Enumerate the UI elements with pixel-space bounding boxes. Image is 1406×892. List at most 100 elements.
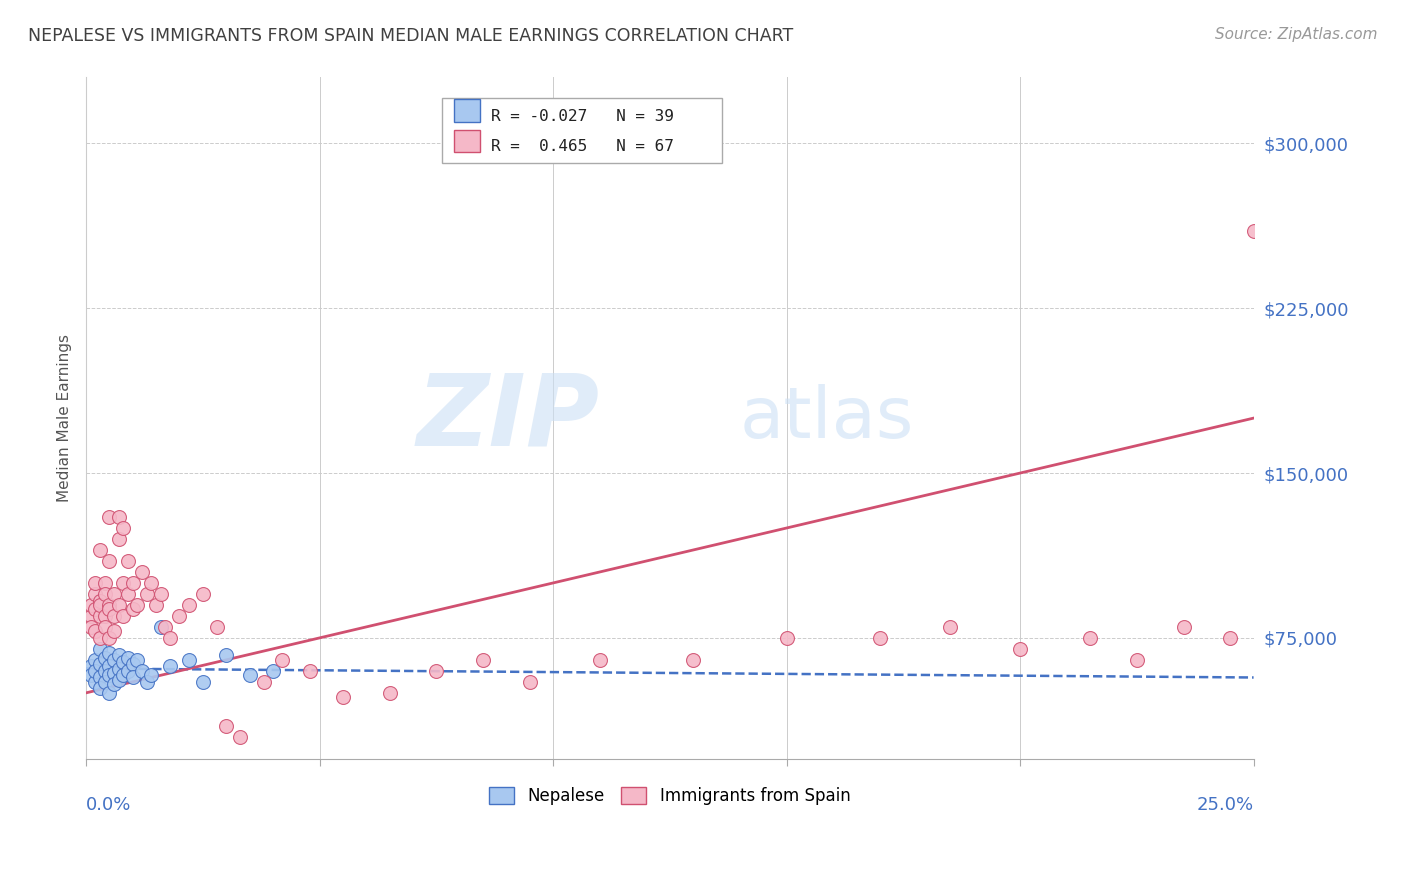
Point [519,674,541,689]
Point [177,653,200,667]
Point [127,653,149,667]
Point [98,686,121,700]
Point [869,631,891,645]
Point [89,657,111,672]
Point [103,624,125,639]
Point [103,653,125,667]
Point [89,641,111,656]
Point [141,668,163,682]
Point [98,602,121,616]
Text: R = -0.027   N = 39: R = -0.027 N = 39 [491,109,673,124]
Point [107,648,129,663]
Point [159,631,181,645]
Point [121,602,143,616]
Point [107,673,129,687]
Point [682,653,704,667]
Point [117,554,139,568]
Point [332,690,354,705]
Point [299,664,322,678]
Point [177,598,200,612]
Point [98,554,121,568]
Point [84,576,107,591]
Text: Source: ZipAtlas.com: Source: ZipAtlas.com [1215,27,1378,42]
Point [939,620,962,634]
Legend: Nepalese, Immigrants from Spain: Nepalese, Immigrants from Spain [482,780,858,812]
Point [472,653,495,667]
Point [112,608,135,623]
Point [135,674,157,689]
Y-axis label: Median Male Earnings: Median Male Earnings [58,334,72,502]
Point [215,719,238,733]
Point [89,631,111,645]
Point [103,677,125,691]
Point [103,608,125,623]
Point [98,598,121,612]
Point [135,587,157,601]
FancyBboxPatch shape [454,130,479,153]
Point [127,598,149,612]
Text: ZIP: ZIP [416,369,600,467]
Point [80,668,103,682]
Point [215,648,238,663]
Point [262,664,284,678]
Point [191,587,214,601]
Point [94,608,117,623]
Point [112,655,135,669]
FancyBboxPatch shape [454,99,479,121]
Point [117,587,139,601]
Point [149,620,172,634]
Point [229,730,252,744]
Point [149,587,172,601]
Point [159,659,181,673]
Point [1078,631,1101,645]
Point [425,664,447,678]
Text: R =  0.465   N = 67: R = 0.465 N = 67 [491,139,673,154]
Point [1126,653,1149,667]
Point [98,646,121,660]
Point [94,620,117,634]
Point [89,598,111,612]
Point [112,576,135,591]
Point [1243,224,1265,238]
Point [378,686,401,700]
Point [155,620,177,634]
Point [89,608,111,623]
Point [84,664,107,678]
Point [103,587,125,601]
Point [98,510,121,524]
Point [98,668,121,682]
Point [94,674,117,689]
Point [94,587,117,601]
Point [94,650,117,665]
Point [84,674,107,689]
Point [131,565,153,579]
Point [252,674,274,689]
Point [191,674,214,689]
Text: 0.0%: 0.0% [86,797,131,814]
Point [107,598,129,612]
Point [141,576,163,591]
Point [89,681,111,696]
Point [112,668,135,682]
Point [89,543,111,558]
Point [80,659,103,673]
Text: atlas: atlas [740,384,914,452]
Point [103,666,125,681]
Point [121,670,143,684]
Text: 25.0%: 25.0% [1197,797,1254,814]
Point [112,521,135,535]
Point [84,624,107,639]
Point [1173,620,1195,634]
Point [107,532,129,546]
Point [84,653,107,667]
Point [80,598,103,612]
Point [94,664,117,678]
Point [145,598,167,612]
FancyBboxPatch shape [441,98,723,162]
Point [84,587,107,601]
Point [84,602,107,616]
Point [107,662,129,676]
Point [89,593,111,607]
Point [117,650,139,665]
Text: NEPALESE VS IMMIGRANTS FROM SPAIN MEDIAN MALE EARNINGS CORRELATION CHART: NEPALESE VS IMMIGRANTS FROM SPAIN MEDIAN… [28,27,793,45]
